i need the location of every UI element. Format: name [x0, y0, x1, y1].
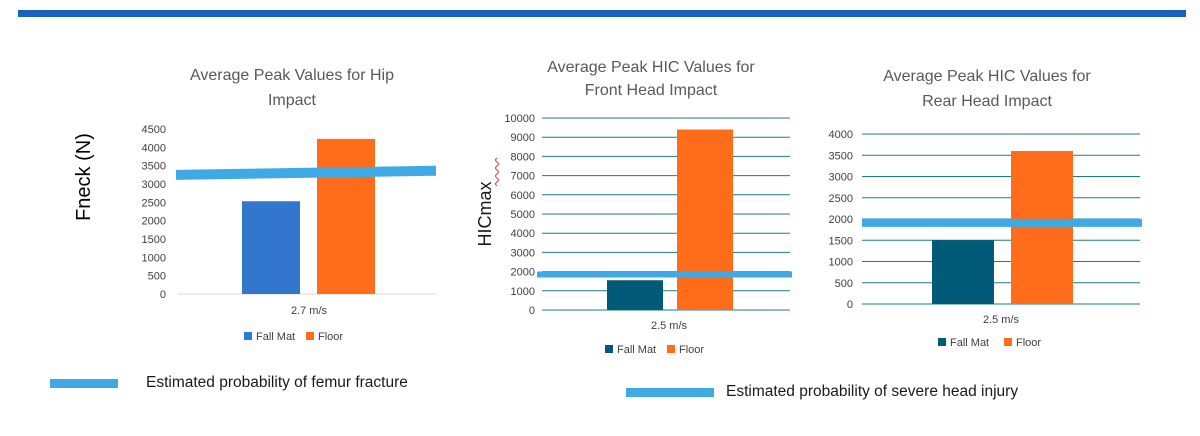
- legend-label: Floor: [679, 344, 704, 356]
- femur-threshold-label: Estimated probability of femur fracture: [146, 374, 408, 391]
- x-category-label: 2.7 m/s: [291, 305, 328, 317]
- bar-fall-mat: [932, 240, 994, 304]
- legend-swatch: [306, 332, 314, 340]
- y-tick-label: 7000: [511, 171, 535, 183]
- spellcheck-underline: [495, 157, 499, 187]
- y-tick-label: 0: [529, 305, 535, 317]
- y-tick-label: 1500: [829, 235, 853, 247]
- y-tick-label: 2000: [511, 267, 535, 279]
- threshold-line: [175, 165, 437, 180]
- y-tick-label: 8000: [511, 151, 535, 163]
- x-category-label: 2.5 m/s: [983, 314, 1020, 326]
- head-threshold-legend: Estimated probability of severe head inj…: [626, 381, 1018, 403]
- legend-label: Floor: [1016, 337, 1041, 349]
- legend-swatch: [244, 332, 252, 340]
- y-tick-label: 3000: [829, 172, 853, 184]
- y-tick-label: 2000: [142, 216, 166, 228]
- y-tick-label: 1000: [829, 257, 853, 269]
- legend-swatch: [667, 345, 675, 353]
- femur-threshold-legend: Estimated probability of femur fracture: [50, 372, 408, 394]
- chart-title-line: Average Peak HIC Values for: [547, 59, 755, 76]
- y-tick-label: 3000: [142, 179, 166, 191]
- legend-swatch: [1004, 338, 1012, 346]
- y-tick-label: 500: [148, 271, 166, 283]
- y-tick-label: 4000: [142, 142, 166, 154]
- y-tick-label: 1000: [142, 252, 166, 264]
- bar-floor: [1011, 151, 1073, 304]
- y-tick-label: 4000: [511, 228, 535, 240]
- chart-title-line: Average Peak HIC Values for: [883, 68, 1091, 85]
- y-tick-label: 0: [847, 299, 853, 311]
- y-tick-label: 3500: [142, 161, 166, 173]
- chart-title-line: Average Peak Values for Hip: [190, 67, 394, 84]
- rear-head-impact-chart: Average Peak HIC Values for Rear Head Imp…: [829, 68, 1142, 349]
- y-tick-label: 4000: [829, 129, 853, 141]
- y-axis-label: Fneck (N): [73, 133, 95, 221]
- chart-title-line: Impact: [268, 92, 317, 109]
- legend-label: Floor: [318, 331, 343, 343]
- head-threshold-label: Estimated probability of severe head inj…: [726, 383, 1019, 400]
- legend-label: Fall Mat: [617, 344, 656, 356]
- y-tick-label: 1500: [142, 234, 166, 246]
- y-tick-label: 4500: [142, 124, 166, 136]
- y-tick-label: 0: [160, 289, 166, 301]
- front-head-impact-chart: Average Peak HIC Values for Front Head Im…: [475, 59, 792, 356]
- y-tick-label: 500: [835, 278, 853, 290]
- bar-fall-mat: [607, 280, 663, 310]
- legend-swatch: [938, 338, 946, 346]
- y-axis-label: HICmax: [475, 181, 495, 246]
- y-tick-label: 2500: [829, 193, 853, 205]
- legend-label: Fall Mat: [950, 337, 989, 349]
- chart-title-line: Front Head Impact: [585, 82, 718, 99]
- bar-floor: [677, 129, 733, 310]
- y-tick-label: 5000: [511, 209, 535, 221]
- chart-title-line: Rear Head Impact: [922, 93, 1052, 110]
- y-tick-label: 2500: [142, 197, 166, 209]
- y-tick-label: 2000: [829, 214, 853, 226]
- legend-swatch: [605, 345, 613, 353]
- y-tick-label: 9000: [511, 132, 535, 144]
- legend-label: Fall Mat: [256, 331, 295, 343]
- y-tick-label: 3000: [511, 247, 535, 259]
- bar-floor: [317, 138, 375, 294]
- y-tick-label: 1000: [511, 286, 535, 298]
- y-tick-label: 6000: [511, 190, 535, 202]
- y-tick-label: 3500: [829, 150, 853, 162]
- bar-fall-mat: [242, 201, 300, 294]
- hip-impact-chart: Average Peak Values for Hip Impact 0 500 100…: [73, 67, 437, 343]
- top-accent-bar: [18, 10, 1186, 17]
- head-threshold-swatch: [626, 387, 714, 397]
- femur-threshold-swatch: [50, 378, 118, 388]
- x-category-label: 2.5 m/s: [651, 320, 688, 332]
- y-tick-label: 10000: [504, 113, 535, 125]
